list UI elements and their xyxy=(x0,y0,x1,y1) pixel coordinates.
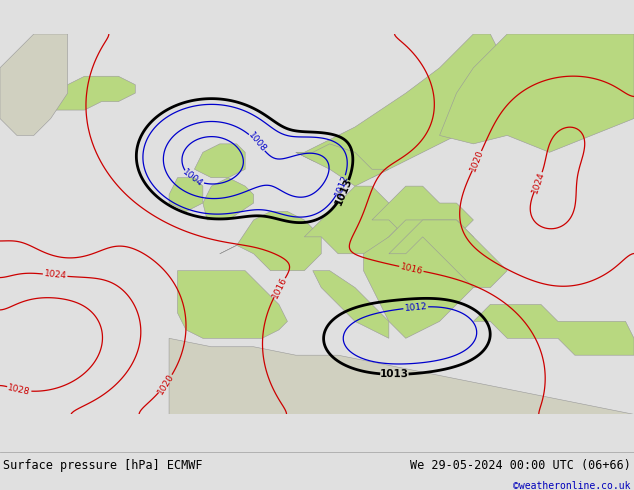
Polygon shape xyxy=(304,186,406,254)
Polygon shape xyxy=(0,34,68,135)
Text: Surface pressure [hPa] ECMWF: Surface pressure [hPa] ECMWF xyxy=(3,459,203,472)
Polygon shape xyxy=(372,186,474,254)
Polygon shape xyxy=(439,34,634,152)
Text: 1008: 1008 xyxy=(247,131,268,154)
Text: 1012: 1012 xyxy=(333,173,350,197)
Polygon shape xyxy=(313,270,389,338)
Text: 1013: 1013 xyxy=(380,369,409,379)
Polygon shape xyxy=(169,178,203,212)
Polygon shape xyxy=(203,178,254,220)
Polygon shape xyxy=(42,76,135,110)
Text: ©weatheronline.co.uk: ©weatheronline.co.uk xyxy=(514,481,631,490)
Text: 1024: 1024 xyxy=(530,170,547,195)
Polygon shape xyxy=(296,34,507,178)
Text: 1016: 1016 xyxy=(399,262,424,276)
Polygon shape xyxy=(363,220,490,338)
Text: 1028: 1028 xyxy=(7,383,31,396)
Text: 1020: 1020 xyxy=(156,372,176,396)
Polygon shape xyxy=(474,304,634,355)
Polygon shape xyxy=(220,212,321,270)
Polygon shape xyxy=(178,270,287,338)
Text: 1024: 1024 xyxy=(43,270,67,281)
Text: 1013: 1013 xyxy=(333,176,354,207)
Polygon shape xyxy=(296,144,389,186)
Polygon shape xyxy=(389,220,507,288)
Text: 1004: 1004 xyxy=(181,168,205,189)
Text: 1016: 1016 xyxy=(270,275,288,300)
Polygon shape xyxy=(195,144,245,178)
Polygon shape xyxy=(169,338,634,415)
Text: 1020: 1020 xyxy=(469,148,485,173)
Text: We 29-05-2024 00:00 UTC (06+66): We 29-05-2024 00:00 UTC (06+66) xyxy=(410,459,631,472)
Text: 1012: 1012 xyxy=(404,302,427,313)
